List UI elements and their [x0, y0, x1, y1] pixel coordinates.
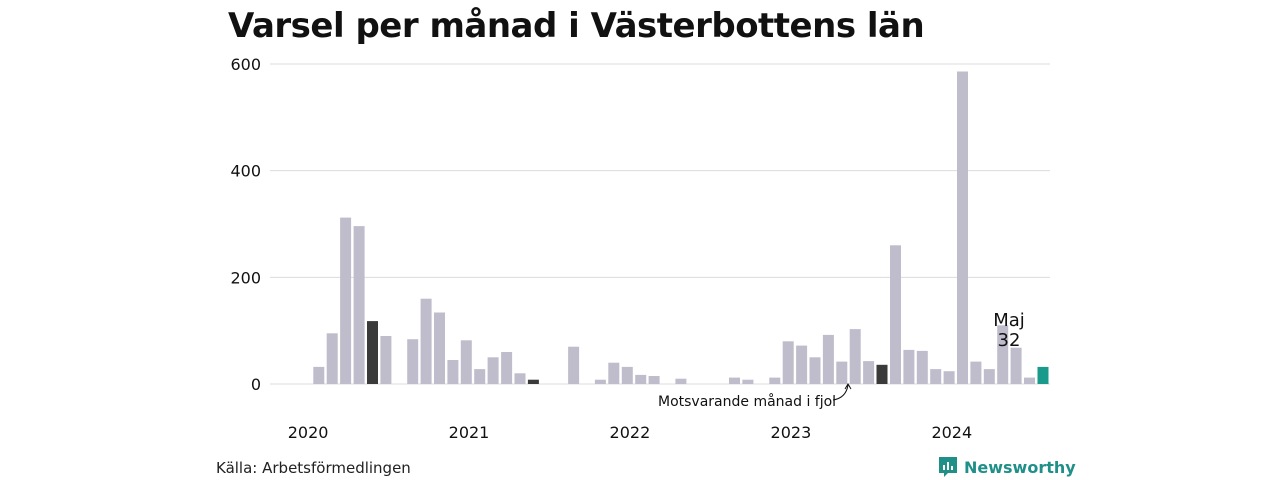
- bar-previous-year-month: [876, 364, 888, 384]
- bar: [420, 298, 432, 384]
- bar: [809, 357, 821, 384]
- bar: [447, 360, 459, 384]
- bar: [621, 366, 633, 384]
- bar: [890, 245, 901, 384]
- bar: [380, 336, 392, 384]
- bar: [594, 379, 606, 384]
- bar: [487, 357, 499, 384]
- bar: [957, 71, 968, 384]
- annotation-arrow: [832, 384, 849, 401]
- bar: [1010, 347, 1022, 384]
- bar: [501, 352, 513, 384]
- bar: [997, 325, 1009, 384]
- annotation-arrowhead: [844, 383, 852, 390]
- bar: [460, 340, 472, 384]
- bar: [474, 369, 486, 384]
- highlight-month-label: Maj: [993, 310, 1025, 331]
- bar-previous-year-month: [527, 379, 539, 384]
- bar: [742, 379, 754, 384]
- source-note: Källa: Arbetsförmedlingen: [216, 459, 411, 477]
- x-tick-label: 2020: [288, 423, 329, 442]
- bar: [675, 378, 687, 384]
- bar: [648, 376, 660, 384]
- bar-previous-year-month: [367, 321, 378, 384]
- bar: [983, 369, 995, 384]
- x-tick-labels: 2020 2021 2022 2023 2024: [288, 423, 972, 442]
- bar: [434, 312, 445, 384]
- bar: [635, 374, 647, 384]
- y-tick-label: 200: [230, 268, 261, 287]
- previous-year-annotation: Motsvarande månad i fjol: [658, 393, 836, 410]
- annotation: Motsvarande månad i fjol: [658, 383, 852, 410]
- bar: [326, 333, 338, 384]
- x-tick-label: 2022: [610, 423, 651, 442]
- bar: [407, 339, 419, 384]
- bar: [930, 369, 942, 384]
- bar: [353, 226, 365, 384]
- newsworthy-logo-icon: [939, 457, 957, 477]
- brand-logo: Newsworthy: [938, 456, 1076, 478]
- bar: [729, 377, 740, 384]
- brand-name: Newsworthy: [964, 457, 1076, 477]
- bar: [916, 350, 928, 384]
- x-tick-label: 2024: [931, 423, 972, 442]
- highlight-label: Maj 32: [993, 310, 1025, 351]
- bar: [782, 341, 794, 384]
- bar: [970, 361, 982, 384]
- bar-current-month: [1037, 366, 1049, 384]
- bar: [943, 371, 955, 384]
- bar: [903, 349, 915, 384]
- bar: [849, 329, 861, 384]
- bar: [836, 361, 848, 384]
- bar: [796, 345, 808, 384]
- bar: [769, 377, 781, 384]
- y-tick-label: 0: [251, 375, 261, 394]
- highlight-value-label: 32: [998, 330, 1021, 351]
- bar: [863, 361, 875, 384]
- bar: [608, 362, 620, 384]
- x-tick-label: 2021: [449, 423, 490, 442]
- chart-title: Varsel per månad i Västerbottens län: [228, 6, 925, 46]
- bar: [514, 373, 526, 384]
- bar: [822, 334, 834, 384]
- bar: [340, 217, 352, 384]
- y-tick-labels: 0 200 400 600: [230, 55, 261, 394]
- x-tick-label: 2023: [771, 423, 812, 442]
- y-tick-label: 600: [230, 55, 261, 74]
- bar: [1024, 377, 1035, 384]
- bars: [313, 71, 1049, 384]
- y-tick-label: 400: [230, 162, 261, 181]
- bar: [313, 366, 325, 384]
- bar: [568, 346, 580, 384]
